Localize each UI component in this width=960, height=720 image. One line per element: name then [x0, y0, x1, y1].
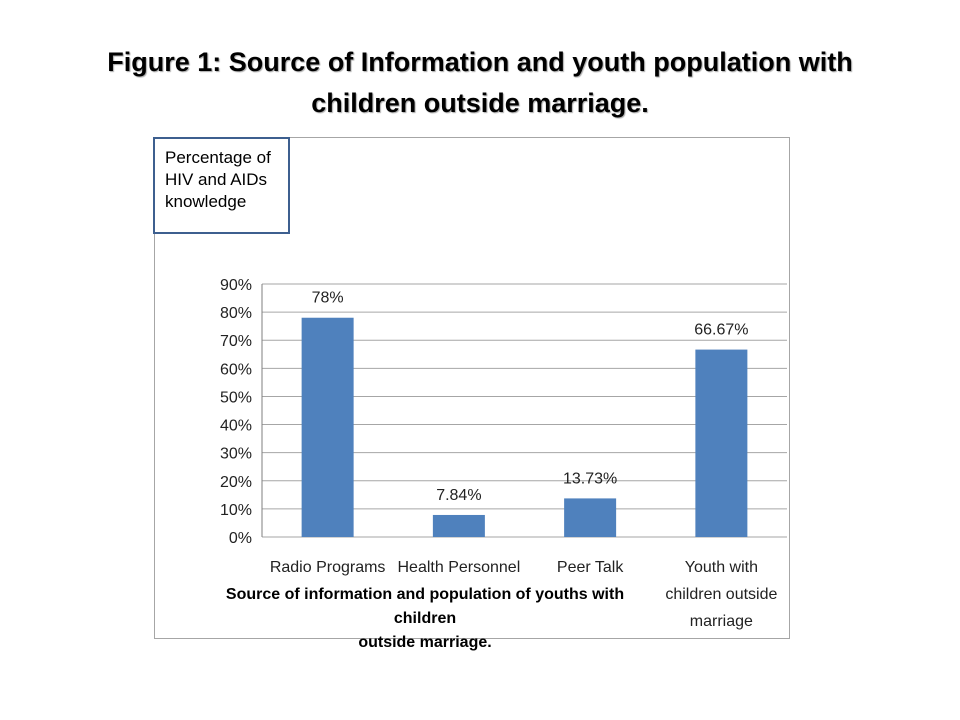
y-axis-title-box: Percentage of HIV and AIDs knowledge	[153, 137, 290, 234]
y-tick-label: 20%	[220, 474, 252, 491]
bar	[695, 349, 748, 537]
x-axis-title-line-1: Source of information and population of …	[225, 586, 625, 627]
x-category-label: Radio Programs	[270, 559, 386, 576]
slide-title: Figure 1: Source of Information and yout…	[60, 42, 900, 124]
x-axis-title: Source of information and population of …	[195, 583, 655, 655]
x-axis-title-line-2: outside marriage.	[358, 634, 492, 651]
y-axis-title-line-3: knowledge	[165, 192, 247, 211]
x-category-label: Youth with	[685, 559, 758, 576]
y-tick-label: 0%	[229, 530, 252, 547]
bar	[301, 317, 354, 537]
y-tick-label: 30%	[220, 446, 252, 463]
data-label: 7.84%	[436, 487, 481, 504]
y-tick-label: 50%	[220, 389, 252, 406]
y-tick-label: 70%	[220, 333, 252, 350]
y-axis-title-line-1: Percentage of	[165, 148, 271, 167]
slide-title-line-1: Figure 1: Source of Information and yout…	[107, 47, 853, 77]
x-category-label: Health Personnel	[398, 559, 521, 576]
y-tick-label: 80%	[220, 305, 252, 322]
x-category-label: Peer Talk	[557, 559, 624, 576]
data-label: 78%	[312, 290, 344, 307]
data-label: 13.73%	[563, 470, 617, 487]
x-category-label: marriage	[690, 613, 753, 630]
y-tick-label: 10%	[220, 502, 252, 519]
bar	[432, 514, 485, 537]
y-tick-label: 40%	[220, 418, 252, 435]
x-category-label: children outside	[665, 586, 777, 603]
y-tick-label: 90%	[220, 277, 252, 294]
slide-title-line-2: children outside marriage.	[311, 88, 649, 118]
data-label: 66.67%	[694, 322, 748, 339]
y-tick-label: 60%	[220, 361, 252, 378]
y-axis-title-line-2: HIV and AIDs	[165, 170, 268, 189]
bar	[564, 498, 617, 537]
